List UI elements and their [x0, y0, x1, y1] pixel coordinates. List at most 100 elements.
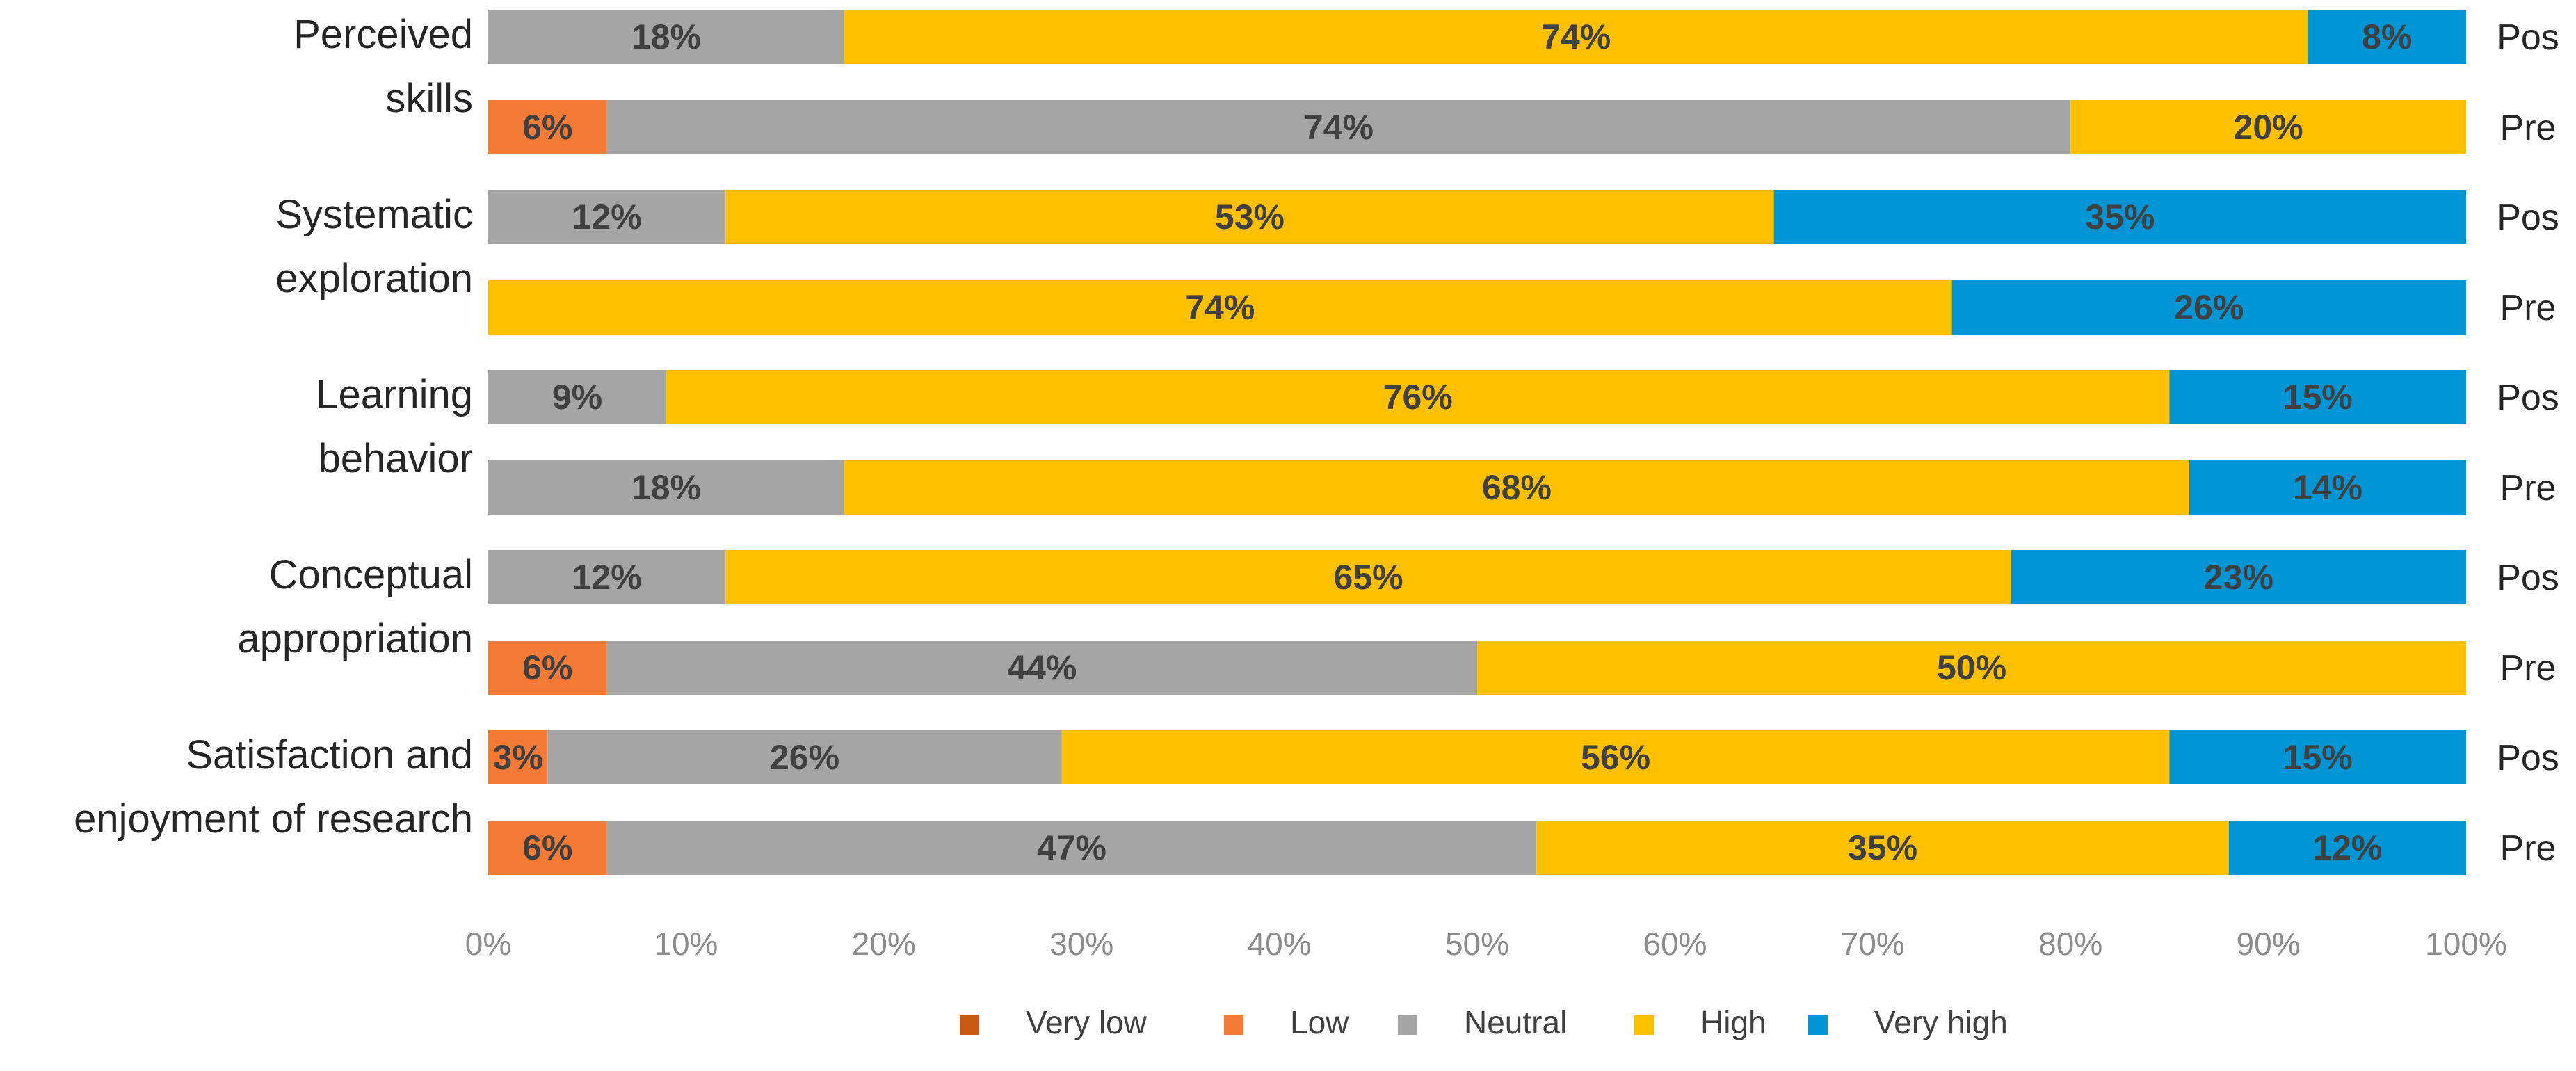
legend-swatch-high — [1634, 1015, 1654, 1035]
x-tick-label-10: 10% — [654, 926, 718, 962]
x-tick-label-100: 100% — [2425, 926, 2507, 962]
group-label-satisfaction-and-enjoyment-of-research: Satisfaction and — [186, 732, 473, 778]
group-label-satisfaction-and-enjoyment-of-research-line2: enjoyment of research — [74, 796, 473, 842]
bar-segment-perceived-skills-pre-neutral — [606, 100, 2071, 154]
legend-swatch-low — [1224, 1015, 1243, 1035]
data-label-conceptual-appropriation-pos-very-high: 23% — [2204, 558, 2273, 597]
legend-swatch-very-high — [1808, 1015, 1828, 1035]
bar-segment-perceived-skills-pos-neutral — [488, 10, 844, 64]
legend-label-high: High — [1700, 1004, 1766, 1040]
bar-segment-systematic-exploration-pre-high — [488, 280, 1952, 335]
data-label-systematic-exploration-pos-high: 53% — [1215, 198, 1285, 236]
data-label-perceived-skills-pre-neutral: 74% — [1304, 108, 1374, 147]
phase-label-perceived-skills-pre: Pre — [2500, 108, 2557, 148]
phase-label-systematic-exploration-pos: Pos — [2497, 198, 2559, 238]
bar-segment-learning-behavior-pos-very-high — [2169, 370, 2466, 424]
bar-segment-systematic-exploration-pos-very-high — [1773, 190, 2466, 244]
x-tick-label-20: 20% — [852, 926, 916, 962]
data-label-perceived-skills-pos-very-high: 8% — [2362, 17, 2412, 56]
phase-label-learning-behavior-pre: Pre — [2500, 468, 2557, 508]
bar-segment-systematic-exploration-pos-high — [725, 190, 1774, 244]
bar-segment-perceived-skills-pos-high — [844, 10, 2308, 64]
data-label-satisfaction-and-enjoyment-of-research-pos-low: 3% — [493, 738, 543, 777]
group-label-perceived-skills-line2: skills — [385, 76, 473, 121]
data-label-learning-behavior-pos-very-high: 15% — [2283, 378, 2353, 417]
bar-segment-perceived-skills-pre-high — [2070, 100, 2466, 154]
legend-swatch-neutral — [1398, 1015, 1417, 1035]
data-label-learning-behavior-pre-very-high: 14% — [2293, 468, 2362, 507]
phase-label-learning-behavior-pos: Pos — [2497, 378, 2559, 418]
x-tick-label-30: 30% — [1049, 926, 1113, 962]
bar-segment-conceptual-appropriation-pos-high — [725, 550, 2011, 604]
data-label-learning-behavior-pos-high: 76% — [1383, 378, 1453, 417]
data-label-satisfaction-and-enjoyment-of-research-pos-very-high: 15% — [2283, 738, 2353, 777]
data-label-satisfaction-and-enjoyment-of-research-pos-neutral: 26% — [770, 738, 839, 777]
bar-segment-systematic-exploration-pre-very-high — [1951, 280, 2466, 335]
data-label-satisfaction-and-enjoyment-of-research-pos-high: 56% — [1581, 738, 1650, 777]
legend-label-very-high: Very high — [1874, 1004, 2008, 1040]
group-label-learning-behavior: Learning — [316, 372, 473, 417]
data-label-perceived-skills-pre-low: 6% — [522, 108, 572, 147]
x-tick-label-90: 90% — [2237, 926, 2301, 962]
group-label-learning-behavior-line2: behavior — [319, 436, 473, 481]
data-label-satisfaction-and-enjoyment-of-research-pre-high: 35% — [1848, 828, 1917, 867]
data-label-perceived-skills-pos-neutral: 18% — [631, 17, 701, 56]
bar-segment-perceived-skills-pos-very-high — [2308, 10, 2466, 64]
legend-swatch-very-low — [960, 1015, 979, 1035]
bar-segment-satisfaction-and-enjoyment-of-research-pos-very-high — [2169, 730, 2466, 784]
bar-segment-satisfaction-and-enjoyment-of-research-pos-neutral — [547, 730, 1062, 784]
phase-label-conceptual-appropriation-pos: Pos — [2497, 558, 2559, 598]
bar-segment-conceptual-appropriation-pre-neutral — [606, 641, 1477, 695]
bar-segment-conceptual-appropriation-pre-low — [488, 641, 607, 695]
data-label-systematic-exploration-pos-very-high: 35% — [2085, 198, 2155, 236]
bar-segment-satisfaction-and-enjoyment-of-research-pos-high — [1061, 730, 2170, 784]
data-label-learning-behavior-pre-neutral: 18% — [631, 468, 701, 507]
legend-label-low: Low — [1290, 1004, 1349, 1040]
bar-segment-conceptual-appropriation-pos-very-high — [2011, 550, 2466, 604]
bar-segment-satisfaction-and-enjoyment-of-research-pre-low — [488, 821, 607, 875]
data-label-systematic-exploration-pos-neutral: 12% — [572, 198, 642, 236]
legend-label-neutral: Neutral — [1464, 1004, 1567, 1040]
data-label-conceptual-appropriation-pos-high: 65% — [1334, 558, 1403, 597]
x-tick-label-70: 70% — [1841, 926, 1905, 962]
data-label-conceptual-appropriation-pre-neutral: 44% — [1007, 648, 1077, 687]
bar-segment-perceived-skills-pre-low — [488, 100, 607, 154]
phase-label-perceived-skills-pos: Pos — [2497, 17, 2559, 58]
data-label-conceptual-appropriation-pre-low: 6% — [522, 648, 572, 687]
x-tick-label-40: 40% — [1248, 926, 1312, 962]
bar-segment-learning-behavior-pos-neutral — [488, 370, 666, 424]
group-label-conceptual-appropriation-line2: appropriation — [237, 616, 473, 661]
bar-segment-satisfaction-and-enjoyment-of-research-pre-high — [1536, 821, 2229, 875]
x-tick-label-50: 50% — [1445, 926, 1509, 962]
data-label-learning-behavior-pos-neutral: 9% — [552, 378, 602, 417]
data-label-satisfaction-and-enjoyment-of-research-pre-neutral: 47% — [1037, 828, 1106, 867]
bar-segment-learning-behavior-pos-high — [666, 370, 2170, 424]
phase-label-systematic-exploration-pre: Pre — [2500, 288, 2557, 328]
bar-segment-learning-behavior-pre-neutral — [488, 460, 844, 515]
data-label-learning-behavior-pre-high: 68% — [1482, 468, 1552, 507]
phase-label-satisfaction-and-enjoyment-of-research-pre: Pre — [2500, 828, 2557, 869]
group-label-systematic-exploration: Systematic — [275, 192, 473, 237]
data-label-perceived-skills-pre-high: 20% — [2234, 108, 2303, 147]
x-tick-label-60: 60% — [1643, 926, 1707, 962]
data-label-systematic-exploration-pre-very-high: 26% — [2174, 288, 2244, 327]
data-label-satisfaction-and-enjoyment-of-research-pre-low: 6% — [522, 828, 572, 867]
data-label-conceptual-appropriation-pre-high: 50% — [1937, 648, 2006, 687]
bar-segment-learning-behavior-pre-high — [844, 460, 2189, 515]
data-label-conceptual-appropriation-pos-neutral: 12% — [572, 558, 642, 597]
x-tick-label-80: 80% — [2038, 926, 2102, 962]
data-label-perceived-skills-pos-high: 74% — [1541, 17, 1611, 56]
data-label-systematic-exploration-pre-high: 74% — [1185, 288, 1255, 327]
bar-segment-satisfaction-and-enjoyment-of-research-pre-very-high — [2228, 821, 2466, 875]
bar-segment-learning-behavior-pre-very-high — [2189, 460, 2466, 515]
group-label-systematic-exploration-line2: exploration — [275, 256, 473, 301]
group-label-conceptual-appropriation: Conceptual — [269, 552, 473, 597]
bar-segment-conceptual-appropriation-pos-neutral — [488, 550, 726, 604]
bar-segment-satisfaction-and-enjoyment-of-research-pos-low — [488, 730, 548, 784]
x-tick-label-0: 0% — [465, 926, 511, 962]
phase-label-conceptual-appropriation-pre: Pre — [2500, 648, 2557, 688]
bar-segment-satisfaction-and-enjoyment-of-research-pre-neutral — [606, 821, 1537, 875]
bar-segment-conceptual-appropriation-pre-high — [1477, 641, 2466, 695]
data-label-satisfaction-and-enjoyment-of-research-pre-very-high: 12% — [2312, 828, 2382, 867]
